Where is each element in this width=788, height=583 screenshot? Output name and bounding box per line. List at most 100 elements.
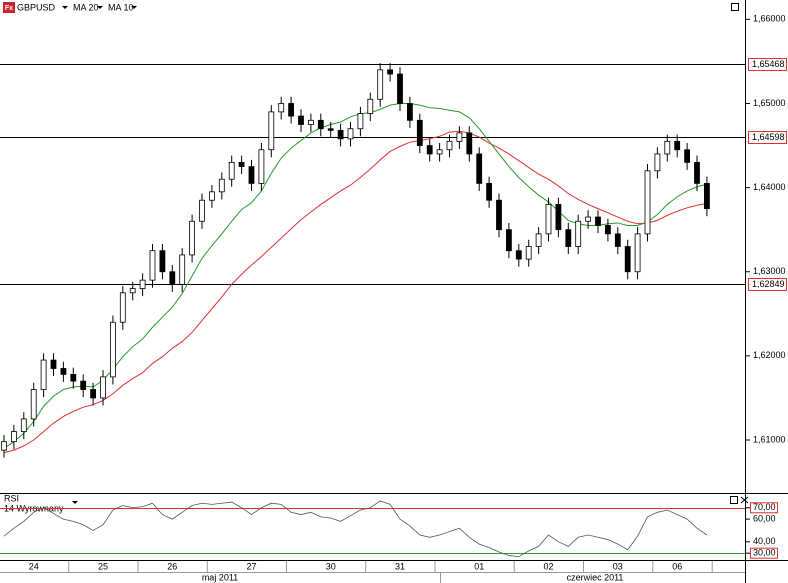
y-tick-label: 1,63000 bbox=[753, 266, 786, 276]
x-tick-label: 26 bbox=[167, 561, 177, 571]
x-tick-label: 31 bbox=[395, 561, 405, 571]
candle-body bbox=[704, 183, 710, 210]
candle-body bbox=[595, 216, 601, 226]
candle-body bbox=[1, 441, 7, 451]
candle-body bbox=[555, 204, 562, 231]
indicator-label[interactable]: MA 20 bbox=[73, 2, 99, 12]
candle-body bbox=[347, 128, 354, 140]
symbol-icon-text: Fx bbox=[5, 5, 13, 12]
x-tick-label: 30 bbox=[326, 561, 336, 571]
y-tick-label: 40,00 bbox=[753, 536, 776, 546]
moving-average-line bbox=[3, 102, 708, 449]
dropdown-caret[interactable] bbox=[131, 6, 137, 9]
candle-body bbox=[179, 254, 186, 285]
level-label-box bbox=[750, 502, 778, 514]
candle-body bbox=[60, 368, 67, 375]
candle-body bbox=[486, 183, 493, 201]
candle-body bbox=[664, 140, 671, 155]
candle-body bbox=[169, 271, 176, 285]
candle-body bbox=[268, 111, 275, 151]
candle-body bbox=[278, 103, 285, 113]
x-tick-label: 27 bbox=[246, 561, 256, 571]
candle-body bbox=[456, 132, 463, 142]
candle-body bbox=[505, 229, 512, 252]
candle-body bbox=[545, 204, 552, 235]
symbol-icon[interactable] bbox=[3, 2, 15, 13]
level-label-box bbox=[748, 131, 787, 144]
candle-body bbox=[20, 418, 27, 432]
month-label: maj 2011 bbox=[202, 572, 238, 582]
candle-body bbox=[575, 220, 582, 247]
indicator-title: RSI bbox=[4, 493, 19, 503]
candle-body bbox=[70, 373, 77, 382]
candle-body bbox=[298, 115, 304, 125]
candle-body bbox=[357, 113, 364, 130]
candle-body bbox=[258, 149, 265, 184]
candle-body bbox=[129, 288, 136, 294]
candle-body bbox=[238, 161, 245, 167]
y-tick-label: 1,61000 bbox=[753, 434, 786, 444]
x-tick-label: 25 bbox=[98, 561, 108, 571]
y-tick-label: 1,66000 bbox=[753, 14, 786, 24]
candle-body bbox=[50, 359, 57, 369]
candle-body bbox=[476, 153, 483, 184]
candle-body bbox=[654, 153, 661, 172]
candle-body bbox=[307, 119, 314, 125]
x-tick-label: 24 bbox=[29, 561, 39, 571]
x-tick-label: 03 bbox=[613, 561, 623, 571]
candle-body bbox=[674, 140, 681, 151]
maximize-button[interactable] bbox=[730, 496, 738, 504]
candle-body bbox=[436, 149, 443, 155]
candle-body bbox=[189, 220, 196, 256]
candle-body bbox=[387, 69, 394, 75]
candle-body bbox=[208, 191, 215, 201]
candle-body bbox=[397, 73, 403, 104]
candle-body bbox=[605, 225, 611, 235]
x-tick-label: 06 bbox=[672, 561, 682, 571]
candle-body bbox=[288, 103, 295, 117]
maximize-button[interactable] bbox=[731, 3, 739, 11]
candle-body bbox=[446, 140, 453, 151]
candle-body bbox=[515, 250, 522, 260]
dropdown-caret[interactable] bbox=[72, 501, 78, 504]
level-label: 1,65468 bbox=[752, 59, 785, 69]
moving-average-line bbox=[3, 130, 707, 454]
candle-body bbox=[406, 103, 413, 121]
candle-body bbox=[367, 98, 374, 114]
dropdown-caret[interactable] bbox=[97, 6, 103, 9]
symbol-name[interactable]: GBPUSD bbox=[17, 2, 56, 12]
candle-body bbox=[218, 178, 225, 193]
candle-body bbox=[634, 233, 641, 273]
candle-body bbox=[327, 128, 334, 131]
candle-body bbox=[466, 132, 473, 155]
dropdown-caret[interactable] bbox=[62, 6, 68, 9]
candle-body bbox=[119, 292, 126, 323]
candle-body bbox=[525, 246, 532, 260]
candle-body bbox=[684, 149, 690, 163]
candle-body bbox=[100, 376, 106, 399]
candle-body bbox=[585, 216, 591, 222]
candle-body bbox=[317, 119, 324, 130]
candle-body bbox=[80, 380, 87, 390]
level-label-box bbox=[748, 278, 787, 291]
close-button[interactable] bbox=[740, 496, 749, 504]
y-tick-label: 1,62000 bbox=[753, 350, 786, 360]
candle-body bbox=[248, 166, 255, 184]
y-tick-label: 30,00 bbox=[753, 548, 776, 558]
y-tick-label: 1,64000 bbox=[753, 182, 786, 192]
indicator-label[interactable]: MA 10 bbox=[108, 2, 134, 12]
candle-body bbox=[426, 145, 433, 155]
y-tick-label: 70,00 bbox=[753, 502, 776, 512]
candle-body bbox=[614, 233, 621, 247]
candle-body bbox=[377, 69, 384, 100]
candle-body bbox=[644, 170, 651, 235]
y-tick-label: 60,00 bbox=[753, 513, 776, 523]
candle-body bbox=[199, 199, 205, 222]
candle-body bbox=[90, 389, 96, 399]
candle-body bbox=[139, 279, 146, 289]
rsi-line bbox=[3, 500, 708, 558]
candle-body bbox=[496, 199, 502, 231]
candle-body bbox=[337, 130, 344, 140]
